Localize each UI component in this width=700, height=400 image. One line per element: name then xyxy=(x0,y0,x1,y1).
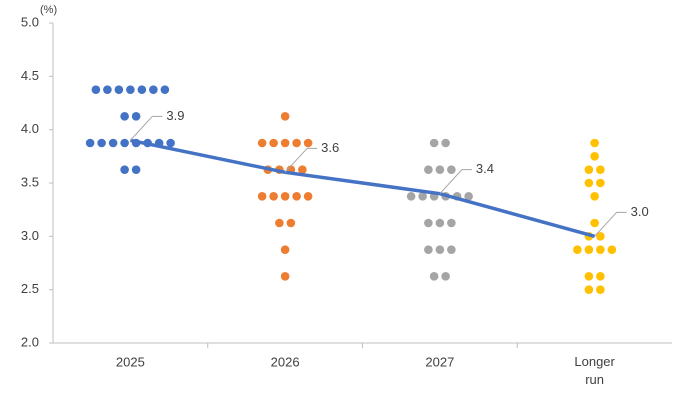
dot xyxy=(131,165,141,174)
dot xyxy=(424,218,433,228)
dot xyxy=(590,152,599,161)
dot xyxy=(91,85,101,94)
dot xyxy=(429,138,439,148)
x-tick-label: 2026 xyxy=(271,354,300,369)
y-tick-label: 2.0 xyxy=(21,334,39,349)
dot xyxy=(590,192,599,201)
label-connector xyxy=(594,211,627,237)
dot xyxy=(590,218,599,228)
dot xyxy=(596,245,605,254)
dot xyxy=(120,165,129,174)
dot xyxy=(441,138,450,148)
y-tick-label: 5.0 xyxy=(21,14,39,29)
dot xyxy=(166,138,175,148)
dot xyxy=(257,138,267,148)
dot xyxy=(406,192,416,201)
dot xyxy=(286,218,296,228)
dot xyxy=(85,138,95,148)
dot xyxy=(280,192,290,201)
dot xyxy=(149,85,158,94)
dot xyxy=(280,272,290,281)
dot xyxy=(424,245,433,254)
dot xyxy=(596,272,605,281)
dot xyxy=(596,165,605,174)
dot xyxy=(108,138,118,148)
dot xyxy=(418,192,427,201)
dot xyxy=(103,85,112,94)
x-tick-label: 2025 xyxy=(116,354,145,369)
dot xyxy=(596,285,605,294)
dot xyxy=(120,112,129,121)
label-connector xyxy=(439,169,472,195)
dot xyxy=(584,165,594,174)
label-connector xyxy=(130,115,163,141)
dot xyxy=(464,192,473,201)
dot xyxy=(97,138,106,148)
dot xyxy=(269,138,278,148)
dot xyxy=(160,85,170,94)
dot xyxy=(584,178,594,188)
dot xyxy=(435,245,445,254)
y-tick-label: 2.5 xyxy=(21,281,39,296)
y-tick-label: 4.0 xyxy=(21,121,39,136)
dot xyxy=(447,218,456,228)
x-tick-label: 2027 xyxy=(425,354,454,369)
dot xyxy=(573,245,582,254)
dot xyxy=(447,245,456,254)
dot xyxy=(584,245,594,254)
dot xyxy=(131,112,141,121)
dot xyxy=(429,272,439,281)
median-label: 3.9 xyxy=(166,108,184,123)
y-tick-label: 4.5 xyxy=(21,68,39,83)
dot xyxy=(298,165,307,174)
dot xyxy=(607,245,617,254)
x-tick-label: Longer run xyxy=(574,354,615,387)
dot xyxy=(584,285,594,294)
dot xyxy=(292,138,301,148)
label-connector xyxy=(284,147,318,173)
dot xyxy=(137,85,147,94)
dot xyxy=(303,192,313,201)
dot xyxy=(596,232,605,241)
dot xyxy=(280,245,290,254)
y-tick-label: 3.5 xyxy=(21,174,39,189)
dot xyxy=(280,138,290,148)
median-line xyxy=(130,138,596,239)
y-tick-label: 3.0 xyxy=(21,228,39,243)
dot xyxy=(590,138,599,148)
dot xyxy=(435,165,445,174)
dot xyxy=(596,178,605,188)
median-label: 3.0 xyxy=(631,204,649,219)
y-unit: (%) xyxy=(40,4,57,16)
dot xyxy=(424,165,433,174)
dot xyxy=(275,218,284,228)
median-label: 3.4 xyxy=(476,161,494,176)
dot xyxy=(269,192,278,201)
dot xyxy=(441,272,450,281)
dot xyxy=(114,85,124,94)
dot xyxy=(280,112,290,121)
dot xyxy=(447,165,456,174)
dot xyxy=(292,192,301,201)
dot xyxy=(257,192,267,201)
median-label: 3.6 xyxy=(321,140,339,155)
dot xyxy=(584,272,594,281)
dot xyxy=(126,85,135,94)
dot xyxy=(303,138,313,148)
dot xyxy=(435,218,445,228)
dot xyxy=(120,138,129,148)
